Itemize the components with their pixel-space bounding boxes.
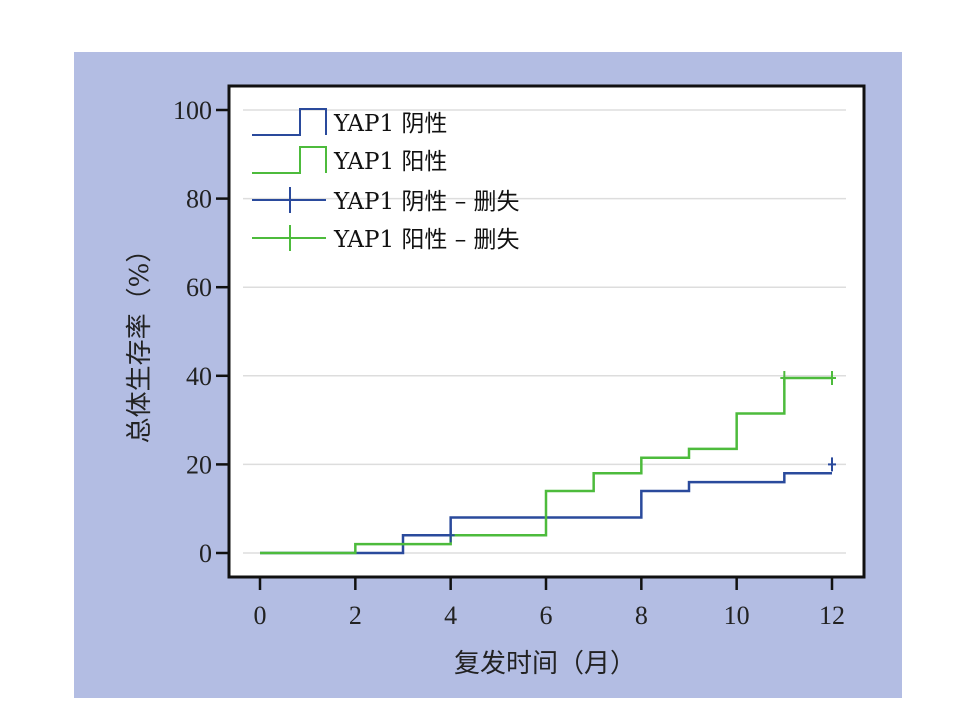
- legend-swatch-1: [252, 108, 327, 136]
- series-line-1: [260, 472, 832, 555]
- x-tick-label: 12: [819, 601, 845, 630]
- y-tick-label: 20: [186, 450, 212, 479]
- legend-label-3: YAP1 阴性 – 删失: [333, 189, 520, 215]
- x-tick-label: 4: [444, 601, 457, 630]
- grid-layer: [243, 109, 846, 554]
- y-tick-label: 0: [199, 539, 212, 568]
- censor-layer: [446, 371, 836, 543]
- legend-swatch-2: [252, 146, 327, 174]
- x-tick-label: 8: [635, 601, 648, 630]
- x-axis-title: 复发时间（月）: [454, 649, 636, 679]
- legend-label-1: YAP1 阴性: [333, 111, 447, 137]
- axis-layer: 0 20 40 60 80 100 0 2 4 6 8 10 12: [173, 96, 845, 630]
- y-axis-title: 总体生存率（%）: [125, 237, 155, 444]
- x-tick-label: 6: [540, 601, 553, 630]
- y-tick-label: 60: [186, 273, 212, 302]
- legend-layer: YAP1 阴性 YAP1 阳性 YAP1 阴性 – 删失 YAP1 阳性 – 删失: [252, 108, 520, 253]
- y-tick-label: 100: [173, 96, 212, 125]
- x-tick-label: 0: [254, 601, 267, 630]
- legend-label-4: YAP1 阳性 – 删失: [333, 227, 520, 253]
- series-line-2: [260, 376, 832, 555]
- y-tick-label: 80: [186, 185, 212, 214]
- y-tick-label: 40: [186, 362, 212, 391]
- series-layer: [260, 376, 832, 555]
- x-tick-label: 10: [724, 601, 750, 630]
- x-tick-label: 2: [349, 601, 362, 630]
- legend-label-2: YAP1 阳性: [333, 149, 447, 175]
